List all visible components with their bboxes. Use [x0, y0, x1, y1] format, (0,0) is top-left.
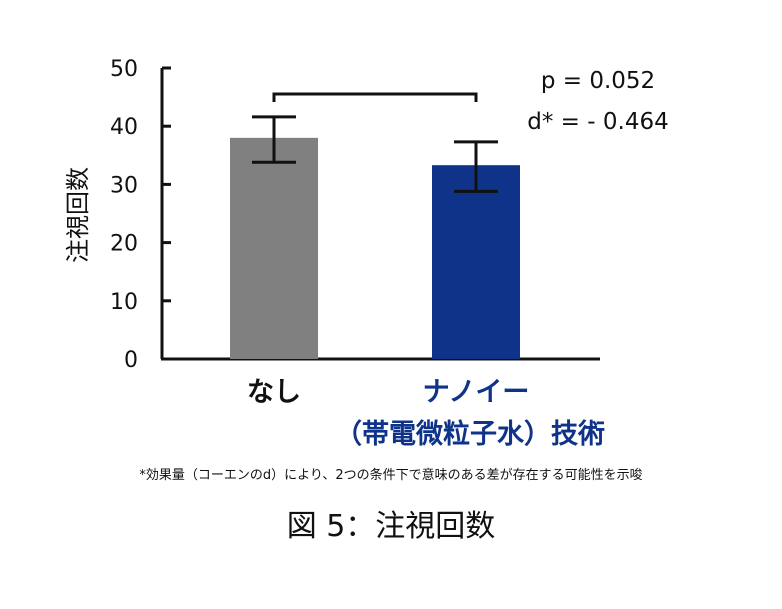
bars — [230, 115, 520, 359]
category-sublabel: （帯電微粒子水）技術 — [335, 418, 605, 450]
y-axis-label: 注視回数 — [64, 167, 92, 263]
y-ticks: 0 10 20 30 40 50 — [110, 57, 171, 373]
y-tick-label: 10 — [110, 290, 138, 315]
y-tick-label: 20 — [110, 232, 138, 257]
effect-size-annotation: d* = - 0.464 — [527, 109, 668, 135]
category-label: ナノイー — [423, 377, 530, 408]
category-label: なし — [247, 377, 301, 408]
p-value-annotation: p = 0.052 — [541, 68, 655, 94]
footnote: *効果量（コーエンのd）により、2つの条件下で意味のある差が存在する可能性を示唆 — [139, 467, 642, 483]
bar — [432, 165, 520, 359]
bar — [230, 137, 318, 359]
y-tick-label: 40 — [110, 115, 138, 140]
category-labels: なし ナノイー （帯電微粒子水）技術 — [247, 377, 605, 450]
bracket-line — [272, 92, 478, 102]
y-tick-label: 50 — [110, 57, 138, 82]
y-tick-label: 30 — [110, 173, 138, 198]
significance-bracket — [272, 92, 478, 102]
figure-caption: 図 5：注視回数 — [287, 509, 496, 544]
y-tick-label: 0 — [124, 348, 138, 373]
